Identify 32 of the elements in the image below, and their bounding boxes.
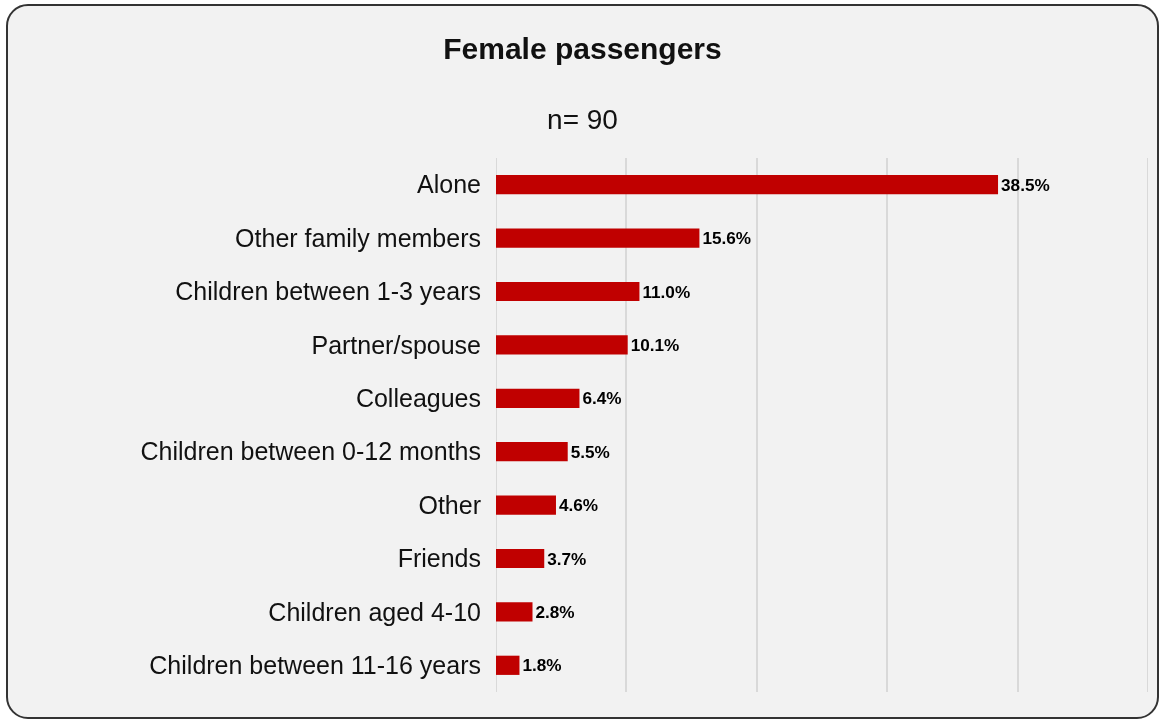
- bar: [496, 281, 640, 302]
- bar: [496, 228, 700, 248]
- y-tick-label: Children between 11-16 years: [149, 651, 481, 680]
- y-tick-label: Other family members: [235, 223, 481, 252]
- data-label: 2.8%: [535, 602, 575, 623]
- y-tick-label: Children aged 4-10: [268, 597, 481, 626]
- y-tick-label: Alone: [417, 170, 481, 199]
- data-label: 4.6%: [558, 495, 599, 516]
- chart-title: Female passengers: [443, 32, 722, 65]
- y-tick-label: Colleagues: [355, 384, 481, 413]
- y-tick-label: Children between 1-3 years: [175, 277, 481, 306]
- data-label: 3.7%: [547, 548, 587, 569]
- data-label: 5.5%: [570, 441, 610, 462]
- data-label: 38.5%: [1001, 174, 1050, 195]
- data-label: 15.6%: [702, 228, 752, 249]
- y-tick-label: Other: [418, 490, 481, 519]
- y-tick-label: Partner/spouse: [311, 330, 481, 359]
- y-tick-label: Children between 0-12 months: [140, 437, 481, 466]
- bar: [496, 602, 533, 622]
- data-label: 6.4%: [582, 388, 622, 409]
- bar: [496, 495, 556, 515]
- data-label: 10.1%: [630, 335, 680, 356]
- bar: [496, 175, 999, 195]
- bar: [496, 388, 580, 408]
- bar: [496, 335, 628, 355]
- bar: [496, 655, 520, 675]
- bar: [496, 442, 568, 462]
- chart-subtitle: n= 90: [547, 104, 618, 136]
- data-label: 1.8%: [522, 655, 562, 676]
- y-tick-label: Friends: [397, 544, 481, 573]
- bar: [496, 548, 545, 569]
- data-label: 11.0%: [642, 281, 691, 302]
